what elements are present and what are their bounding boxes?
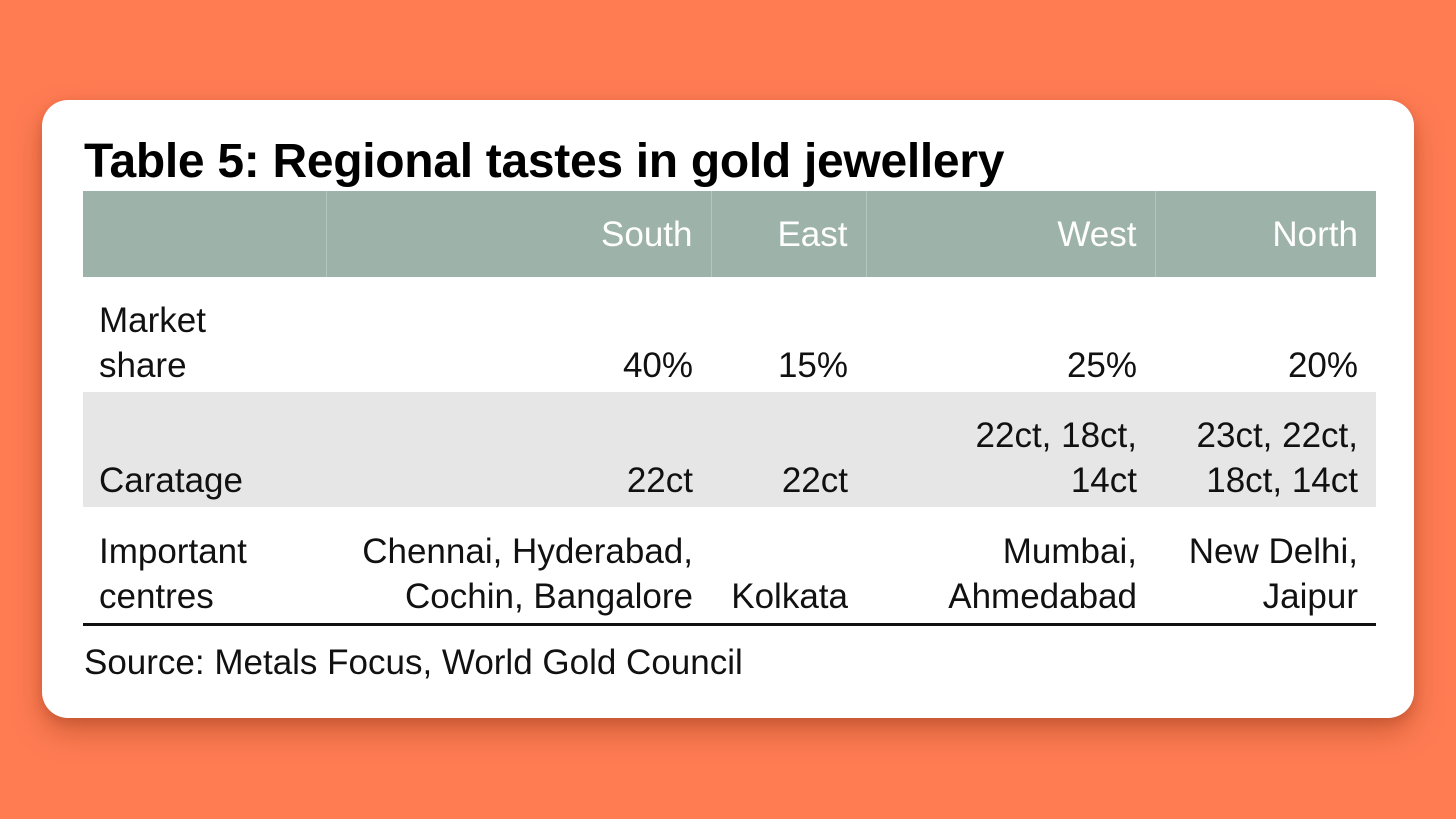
table-title: Table 5: Regional tastes in gold jewelle… xyxy=(84,135,1005,188)
cell-line: 22ct xyxy=(626,461,693,500)
row-label-line: Market xyxy=(99,301,206,340)
cell-line: Mumbai, xyxy=(1002,531,1137,571)
row-label-line: share xyxy=(99,346,187,385)
cell-line: 20% xyxy=(1287,346,1358,385)
cell-line: 23ct, 22ct, xyxy=(1196,416,1358,455)
row-label: Market share xyxy=(83,277,326,392)
row-label-line: centres xyxy=(99,576,214,616)
table-row-caratage: Caratage 22ct 22ct 22ct, 18ct, 14ct 23ct… xyxy=(83,392,1376,507)
column-header-north: North xyxy=(1155,191,1376,277)
table-cell: 23ct, 22ct, 18ct, 14ct xyxy=(1155,392,1376,507)
regional-tastes-table: South East West North Market share 40% 1… xyxy=(83,191,1376,626)
cell-line: 14ct xyxy=(1070,461,1137,500)
table-card: Table 5: Regional tastes in gold jewelle… xyxy=(42,100,1414,718)
row-label-line: Important xyxy=(99,531,247,571)
row-label-line: Caratage xyxy=(99,461,243,500)
table-cell: 40% xyxy=(326,277,711,392)
row-label: Caratage xyxy=(83,392,326,507)
table-cell: Chennai, Hyderabad, Cochin, Bangalore xyxy=(326,507,711,626)
table-row-market-share: Market share 40% 15% 25% 20% xyxy=(83,277,1376,392)
column-header-south: South xyxy=(326,191,712,277)
table-cell: Mumbai, Ahmedabad xyxy=(866,507,1155,626)
column-header-east: East xyxy=(711,191,867,277)
cell-line: 40% xyxy=(622,346,693,385)
table-cell: 22ct xyxy=(711,392,866,507)
column-header-west: West xyxy=(866,191,1156,277)
table-cell: 22ct xyxy=(326,392,711,507)
cell-line: 22ct xyxy=(781,461,848,500)
cell-line: Cochin, Bangalore xyxy=(405,576,693,616)
table-cell: New Delhi, Jaipur xyxy=(1155,507,1376,626)
table-header-row: South East West North xyxy=(83,191,1376,277)
source-note: Source: Metals Focus, World Gold Council xyxy=(84,643,743,682)
table-cell: 25% xyxy=(866,277,1155,392)
table-cell: 22ct, 18ct, 14ct xyxy=(866,392,1155,507)
table-cell: Kolkata xyxy=(711,507,866,626)
cell-line: New Delhi, xyxy=(1188,531,1358,571)
table-cell: 20% xyxy=(1155,277,1376,392)
cell-line: 25% xyxy=(1066,346,1137,385)
cell-line: 15% xyxy=(777,346,848,385)
row-label: Important centres xyxy=(83,507,326,626)
cell-line: Kolkata xyxy=(731,576,848,616)
column-header-empty xyxy=(83,191,327,277)
cell-line: Ahmedabad xyxy=(948,576,1137,616)
cell-line: 18ct, 14ct xyxy=(1206,461,1358,500)
table-cell: 15% xyxy=(711,277,866,392)
table-row-important-centres: Important centres Chennai, Hyderabad, Co… xyxy=(83,507,1376,626)
cell-line: 22ct, 18ct, xyxy=(975,416,1137,455)
cell-line: Jaipur xyxy=(1262,576,1358,616)
cell-line: Chennai, Hyderabad, xyxy=(362,531,693,571)
